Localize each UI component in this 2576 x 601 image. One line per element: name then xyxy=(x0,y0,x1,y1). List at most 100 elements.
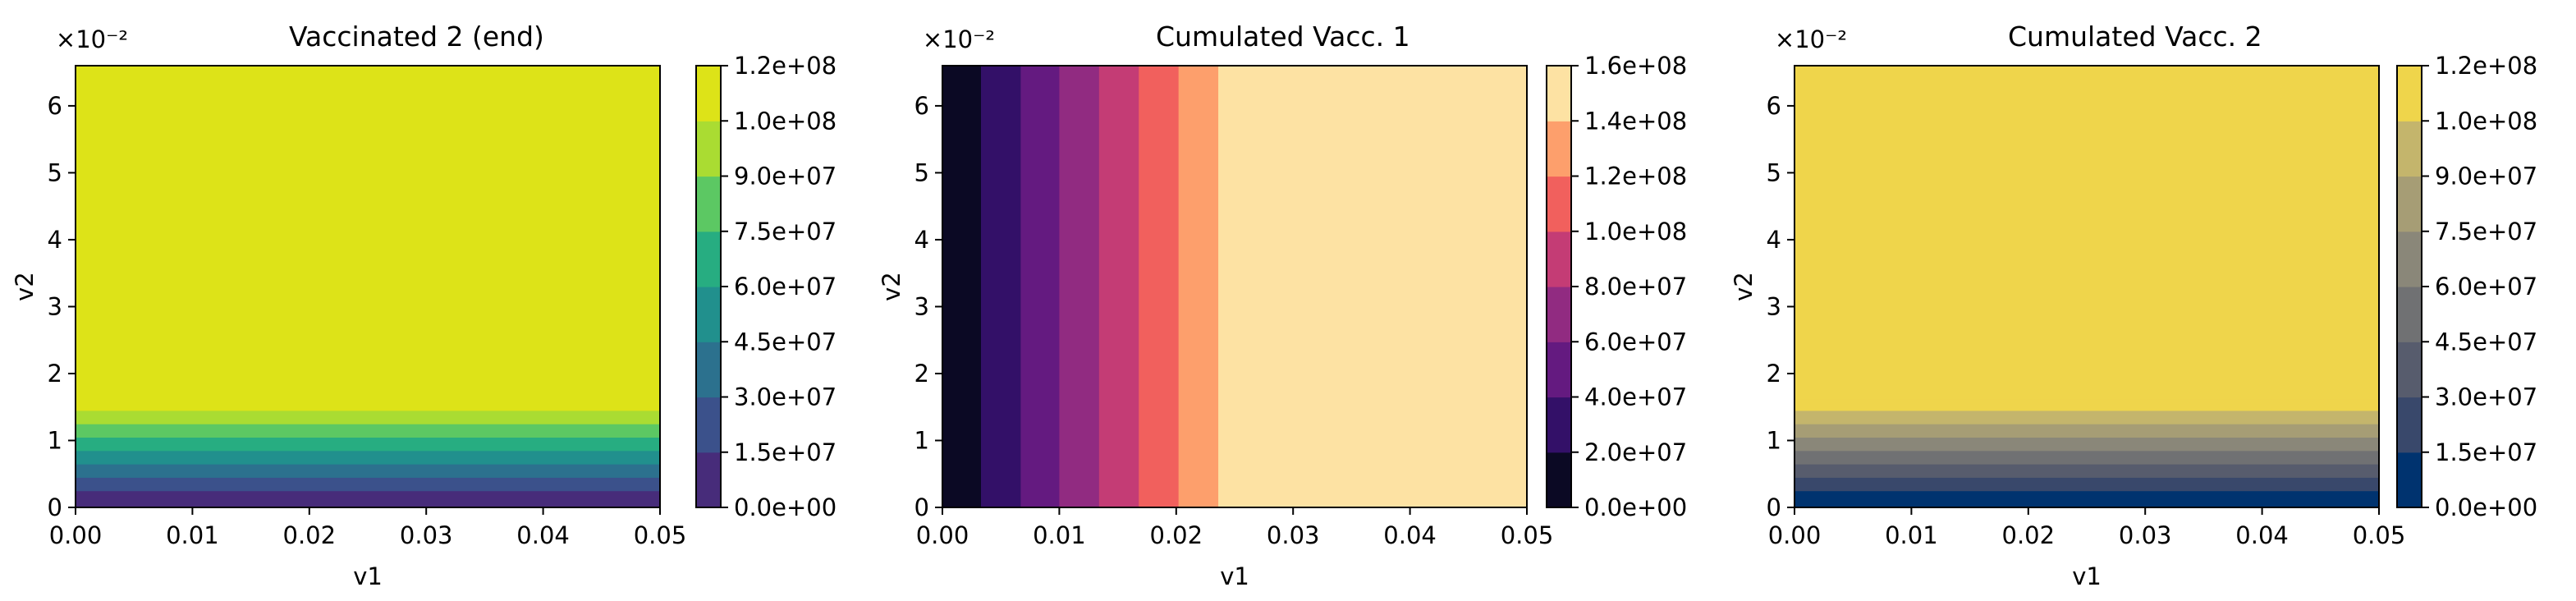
colorbar-segment xyxy=(696,121,721,177)
contour-band xyxy=(76,410,660,424)
colorbar-segment xyxy=(1547,342,1571,398)
x-tick-label: 0.03 xyxy=(2119,521,2172,549)
colorbar-segment xyxy=(1547,287,1571,342)
y-offset-label: ×10⁻² xyxy=(56,25,128,53)
colorbar-segment xyxy=(696,452,721,508)
x-tick-label: 0.01 xyxy=(166,521,219,549)
chart-title: Cumulated Vacc. 1 xyxy=(1156,21,1410,53)
colorbar-tick-label: 1.4e+08 xyxy=(1584,107,1687,135)
x-tick-label: 0.02 xyxy=(2002,521,2056,549)
colorbar-segment xyxy=(2397,287,2422,342)
colorbar-segment xyxy=(696,287,721,342)
x-tick-label: 0.05 xyxy=(634,521,687,549)
plot-frame xyxy=(1794,65,2380,508)
x-tick-label: 0.04 xyxy=(1383,521,1437,549)
colorbar-segment xyxy=(2397,66,2422,122)
colorbar-tick-label: 1.0e+08 xyxy=(2435,107,2537,135)
y-offset-label: ×10⁻² xyxy=(923,25,995,53)
contour-band xyxy=(942,66,982,507)
y-axis-label: v2 xyxy=(878,272,905,301)
y-tick-label: 1 xyxy=(48,426,62,454)
x-tick-label: 0.00 xyxy=(1768,521,1822,549)
x-tick-label: 0.04 xyxy=(516,521,570,549)
x-tick-label: 0.05 xyxy=(1501,521,1554,549)
colorbar-tick-label: 3.0e+07 xyxy=(734,383,837,411)
y-axis-label: v2 xyxy=(11,272,39,301)
colorbar-tick-label: 4.0e+07 xyxy=(1584,383,1687,411)
x-tick-label: 0.00 xyxy=(49,521,103,549)
contour-band xyxy=(76,398,660,411)
x-tick-label: 0.01 xyxy=(1885,521,1938,549)
contour-band xyxy=(76,66,660,400)
colorbar-segment xyxy=(2397,342,2422,398)
colorbar-tick-label: 1.0e+08 xyxy=(1584,218,1687,245)
colorbar-tick-label: 4.5e+07 xyxy=(2435,328,2537,356)
y-tick-label: 4 xyxy=(48,226,62,254)
colorbar: 0.0e+00 1.5e+07 3.0e+07 4.5e+07 6.0e+07 7.5e+… xyxy=(2396,52,2537,521)
contour-band xyxy=(1098,66,1139,507)
contour-band xyxy=(1794,437,2379,452)
x-axis-label: v1 xyxy=(1220,562,1249,590)
contour-band xyxy=(1794,424,2379,438)
contour-band xyxy=(1178,66,1219,507)
x-axis-label: v1 xyxy=(2072,562,2102,590)
x-tick-label: 0.03 xyxy=(400,521,453,549)
x-tick-label: 0.02 xyxy=(1150,521,1203,549)
colorbar-segment xyxy=(1547,452,1571,508)
chart-panel-3: 0.00 0.01 0.02 0.03 0.04 0.05 0 1 2 3 4 5 6 ×10⁻² Cumu… xyxy=(1730,21,2537,590)
contour-band xyxy=(1794,450,2379,465)
colorbar-segment xyxy=(2397,231,2422,287)
chart-title: Vaccinated 2 (end) xyxy=(289,21,544,53)
contour-band xyxy=(1794,398,2379,411)
y-tick-label: 2 xyxy=(914,360,929,388)
colorbar-segment xyxy=(1547,121,1571,177)
contour-band xyxy=(76,450,660,465)
y-tick-label: 0 xyxy=(1767,493,1781,521)
colorbar-tick-label: 1.6e+08 xyxy=(1584,52,1687,80)
colorbar-segment xyxy=(2397,176,2422,232)
y-tick-label: 5 xyxy=(1767,158,1781,186)
contour-band xyxy=(1020,66,1060,507)
colorbar-tick-label: 2.0e+07 xyxy=(1584,438,1687,466)
y-tick-label: 3 xyxy=(1767,292,1781,320)
y-tick-label: 1 xyxy=(914,426,929,454)
colorbar-tick-label: 0.0e+00 xyxy=(1584,493,1687,521)
y-tick-label: 6 xyxy=(1767,92,1781,120)
contour-band xyxy=(1059,66,1100,507)
colorbar-tick-label: 0.0e+00 xyxy=(734,493,837,521)
contour-band xyxy=(76,424,660,438)
colorbar-tick-label: 1.2e+08 xyxy=(734,52,837,80)
colorbar-tick-label: 3.0e+07 xyxy=(2435,383,2537,411)
contour-band xyxy=(1794,410,2379,424)
colorbar-segment xyxy=(696,397,721,453)
colorbar-segment xyxy=(1547,231,1571,287)
chart-panel-2: 0.00 0.01 0.02 0.03 0.04 0.05 0 1 2 3 4 5 6 ×10⁻² Cumu… xyxy=(878,21,1687,590)
colorbar-segment xyxy=(2397,452,2422,508)
y-tick-label: 5 xyxy=(914,158,929,186)
colorbar-segment xyxy=(1547,397,1571,453)
y-tick-label: 3 xyxy=(914,292,929,320)
y-tick-label: 4 xyxy=(914,226,929,254)
colorbar-tick-label: 6.0e+07 xyxy=(734,273,837,300)
y-tick-label: 6 xyxy=(48,92,62,120)
colorbar-segment xyxy=(696,231,721,287)
colorbar-tick-label: 1.2e+08 xyxy=(1584,163,1687,190)
contour-band xyxy=(1218,66,1528,507)
x-tick-label: 0.05 xyxy=(2353,521,2406,549)
y-tick-label: 6 xyxy=(914,92,929,120)
colorbar-tick-label: 9.0e+07 xyxy=(734,163,837,190)
plot-frame xyxy=(942,65,1528,508)
colorbar-segment xyxy=(696,66,721,122)
chart-title: Cumulated Vacc. 2 xyxy=(2008,21,2262,53)
colorbar-tick-label: 1.0e+08 xyxy=(734,107,837,135)
y-tick-label: 0 xyxy=(914,493,929,521)
y-tick-label: 1 xyxy=(1767,426,1781,454)
colorbar-segment xyxy=(2397,397,2422,453)
x-tick-label: 0.01 xyxy=(1033,521,1086,549)
colorbar-segment xyxy=(2397,121,2422,177)
chart-panel-1: 0.00 0.01 0.02 0.03 0.04 0.05 0 1 2 3 4 5 6 ×10⁻² Vacc… xyxy=(11,21,837,590)
x-tick-label: 0.00 xyxy=(916,521,969,549)
colorbar-tick-label: 4.5e+07 xyxy=(734,328,837,356)
colorbar-segment xyxy=(696,342,721,398)
contour-band xyxy=(980,66,1022,507)
